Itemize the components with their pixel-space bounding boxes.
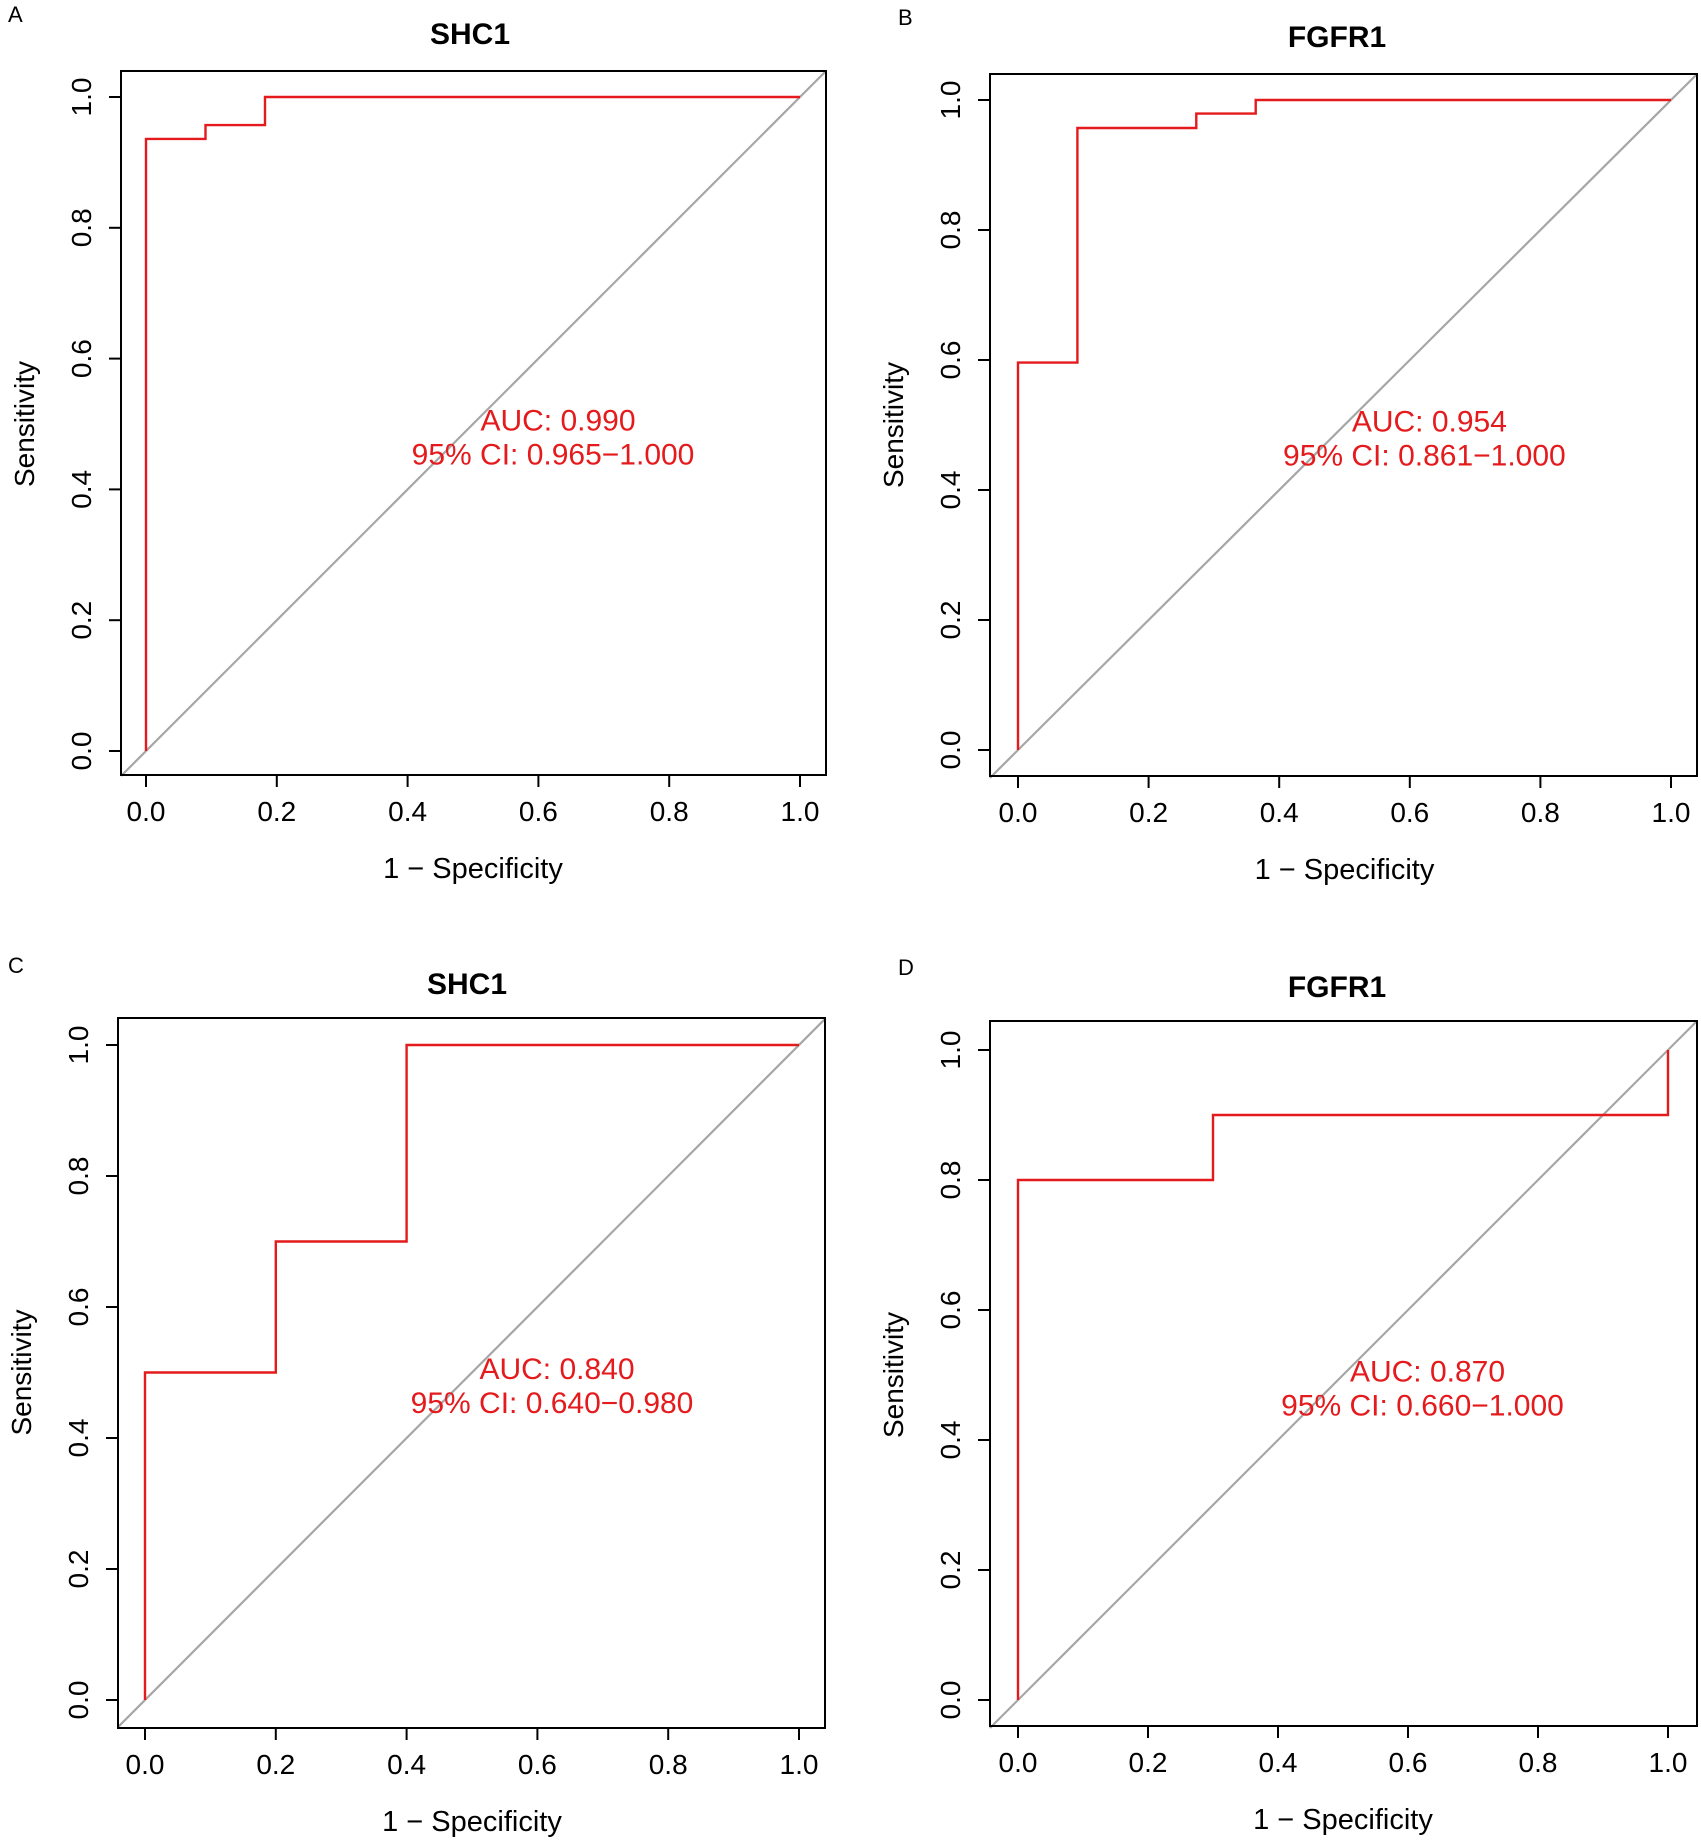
- diagonal-reference-line: [989, 1020, 1698, 1729]
- x-tick-label: 0.0: [999, 1747, 1038, 1778]
- y-tick-label: 1.0: [935, 81, 966, 120]
- x-tick-label: 0.4: [387, 1749, 426, 1780]
- y-tick-label: 0.2: [935, 601, 966, 640]
- roc-panel-a: A SHC1 0.0 0.2 0.4 0.6 0.8 1.0 1 − Specificity 0.…: [8, 2, 827, 885]
- y-tick-label: 0.6: [63, 1288, 94, 1327]
- y-tick-label: 0.6: [935, 341, 966, 380]
- panel-label: B: [898, 5, 913, 30]
- x-tick-label: 0.6: [1390, 797, 1429, 828]
- x-tick-label: 1.0: [781, 796, 820, 827]
- x-tick-label: 0.6: [1389, 1747, 1428, 1778]
- chart-title: SHC1: [427, 968, 507, 1001]
- x-axis-label: 1 − Specificity: [1253, 1804, 1433, 1836]
- x-tick-label: 0.0: [127, 796, 166, 827]
- y-tick-label: 1.0: [935, 1031, 966, 1070]
- y-axis-label: Sensitivity: [6, 1309, 37, 1435]
- x-tick-label: 0.6: [518, 1749, 557, 1780]
- x-axis-label: 1 − Specificity: [382, 1806, 562, 1838]
- y-tick-label: 0.4: [935, 471, 966, 510]
- roc-panel-d: D FGFR1 0.0 0.2 0.4 0.6 0.8 1.0 1 − Specificity 0…: [878, 955, 1698, 1836]
- x-tick-label: 0.0: [999, 797, 1038, 828]
- roc-panel-b: B FGFR1 0.0 0.2 0.4 0.6 0.8 1.0 1 − Specificity 0…: [878, 5, 1698, 886]
- x-axis-label: 1 − Specificity: [383, 853, 563, 885]
- y-tick-label: 0.8: [935, 211, 966, 250]
- x-tick-label: 0.2: [256, 1749, 295, 1780]
- ci-label: 95% CI: 0.965−1.000: [412, 439, 695, 472]
- roc-curve: [143, 1043, 799, 1700]
- diagonal-reference-line: [120, 70, 827, 777]
- auc-label: AUC: 0.990: [480, 405, 635, 438]
- x-tick-label: 1.0: [1649, 1747, 1688, 1778]
- x-tick-label: 0.8: [650, 796, 689, 827]
- x-tick-label: 0.4: [1259, 1747, 1298, 1778]
- ci-label: 95% CI: 0.861−1.000: [1283, 440, 1566, 473]
- x-tick-label: 0.6: [519, 796, 558, 827]
- auc-label: AUC: 0.870: [1350, 1356, 1505, 1389]
- x-tick-label: 1.0: [780, 1749, 819, 1780]
- x-tick-label: 0.0: [126, 1749, 165, 1780]
- y-tick-label: 0.8: [63, 1157, 94, 1196]
- chart-title: FGFR1: [1288, 971, 1386, 1004]
- diagonal-reference-line: [989, 73, 1698, 779]
- panel-label: C: [8, 953, 24, 978]
- panel-label: D: [898, 955, 914, 980]
- y-tick-label: 0.8: [66, 208, 97, 247]
- roc-curve: [144, 95, 800, 751]
- x-tick-label: 0.8: [1521, 797, 1560, 828]
- y-tick-label: 0.8: [935, 1161, 966, 1200]
- y-tick-label: 1.0: [66, 78, 97, 117]
- roc-panel-c: C SHC1 0.0 0.2 0.4 0.6 0.8 1.0 1 − Specificity 0.…: [6, 953, 826, 1838]
- chart-title: SHC1: [430, 18, 510, 51]
- x-tick-label: 0.4: [1260, 797, 1299, 828]
- y-tick-label: 0.4: [63, 1419, 94, 1458]
- x-tick-label: 0.2: [1129, 797, 1168, 828]
- x-tick-label: 0.8: [649, 1749, 688, 1780]
- y-tick-label: 0.0: [935, 731, 966, 770]
- y-tick-label: 0.6: [66, 339, 97, 378]
- ci-label: 95% CI: 0.660−1.000: [1281, 1390, 1564, 1423]
- auc-label: AUC: 0.954: [1352, 406, 1507, 439]
- x-axis-label: 1 − Specificity: [1255, 854, 1435, 886]
- y-tick-label: 0.4: [66, 470, 97, 509]
- y-tick-label: 0.2: [63, 1550, 94, 1589]
- y-tick-label: 0.2: [66, 601, 97, 640]
- x-tick-label: 0.4: [388, 796, 427, 827]
- x-tick-label: 0.8: [1519, 1747, 1558, 1778]
- y-axis-label: Sensitivity: [878, 362, 909, 488]
- y-axis-label: Sensitivity: [9, 361, 40, 487]
- roc-curve: [1016, 98, 1671, 750]
- x-tick-label: 0.2: [1129, 1747, 1168, 1778]
- x-tick-label: 1.0: [1652, 797, 1691, 828]
- y-tick-label: 0.0: [935, 1681, 966, 1720]
- auc-label: AUC: 0.840: [479, 1353, 634, 1386]
- panel-label: A: [8, 2, 23, 27]
- y-tick-label: 0.4: [935, 1421, 966, 1460]
- roc-curve: [1016, 1050, 1670, 1700]
- y-tick-label: 0.0: [66, 732, 97, 771]
- y-tick-label: 1.0: [63, 1026, 94, 1065]
- x-tick-label: 0.2: [257, 796, 296, 827]
- chart-title: FGFR1: [1288, 21, 1386, 54]
- y-tick-label: 0.2: [935, 1551, 966, 1590]
- y-axis-label: Sensitivity: [878, 1312, 909, 1438]
- ci-label: 95% CI: 0.640−0.980: [411, 1387, 694, 1420]
- diagonal-reference-line: [117, 1018, 826, 1728]
- y-tick-label: 0.0: [63, 1681, 94, 1720]
- y-tick-label: 0.6: [935, 1291, 966, 1330]
